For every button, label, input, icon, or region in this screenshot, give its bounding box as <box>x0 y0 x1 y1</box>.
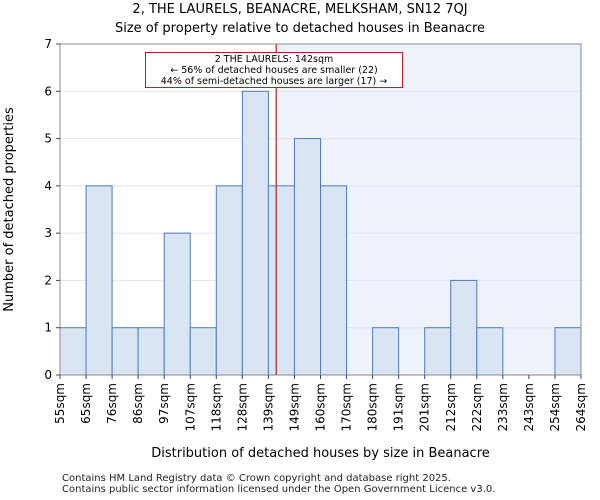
bar-139sqm <box>267 185 295 376</box>
x-tick-label: 139sqm <box>261 383 275 431</box>
y-tick-label: 3 <box>44 226 52 240</box>
y-tick-label: 0 <box>44 368 52 382</box>
x-tick-label: 170sqm <box>340 383 354 431</box>
x-tick-label: 191sqm <box>392 383 406 431</box>
x-tick-label: 212sqm <box>444 383 458 431</box>
x-tick-label: 76sqm <box>105 383 119 424</box>
y-tick-label: 6 <box>44 84 52 98</box>
footer-line-1: Contains HM Land Registry data © Crown c… <box>62 473 451 484</box>
x-tick-label: 65sqm <box>79 383 93 424</box>
footer-line-2: Contains public sector information licen… <box>62 484 496 495</box>
x-axis-label: Distribution of detached houses by size … <box>151 446 490 461</box>
x-tick-label: 201sqm <box>418 383 432 431</box>
bar-201sqm <box>424 327 452 376</box>
x-tick-label: 118sqm <box>209 383 223 431</box>
bar-222sqm <box>476 327 504 376</box>
x-tick-label: 264sqm <box>574 383 588 431</box>
x-tick-label: 243sqm <box>522 383 536 431</box>
x-tick-label: 128sqm <box>235 383 249 431</box>
bar-149sqm <box>293 138 322 376</box>
bar-55sqm <box>59 327 87 376</box>
x-tick-label: 55sqm <box>53 383 67 424</box>
annotation-line-1: 2 THE LAURELS: 142sqm <box>214 54 334 65</box>
bar-65sqm <box>85 185 113 376</box>
y-tick-label: 2 <box>44 273 52 287</box>
y-axis-label: Number of detached properties <box>2 107 17 312</box>
x-tick-label: 86sqm <box>131 383 145 424</box>
y-tick-label: 7 <box>44 37 52 51</box>
x-tick-label: 180sqm <box>366 383 380 431</box>
y-tick-label: 1 <box>44 321 52 335</box>
x-tick-label: 222sqm <box>470 383 484 431</box>
bar-254sqm <box>554 327 582 376</box>
y-tick-label: 4 <box>44 179 52 193</box>
chart-subtitle: Size of property relative to detached ho… <box>114 21 486 36</box>
x-tick-label: 149sqm <box>287 383 301 431</box>
y-axis: 0 1 2 3 4 5 6 7 <box>44 37 60 382</box>
bar-118sqm <box>215 185 243 376</box>
bar-76sqm <box>111 327 139 376</box>
chart-title: 2, THE LAURELS, BEANACRE, MELKSHAM, SN12… <box>132 2 468 17</box>
x-axis: 55sqm 65sqm 76sqm 86sqm 97sqm 107sqm 118sqm 128… <box>53 375 588 431</box>
bar-86sqm <box>137 327 165 376</box>
x-tick-label: 233sqm <box>496 383 510 431</box>
y-tick-label: 5 <box>44 132 52 146</box>
bar-97sqm <box>163 232 191 376</box>
annotation-box: 2 THE LAURELS: 142sqm ← 56% of detached … <box>145 52 403 88</box>
annotation-line-2: ← 56% of detached houses are smaller (22… <box>170 65 378 76</box>
bar-128sqm <box>241 90 269 376</box>
annotation-line-3: 44% of semi-detached houses are larger (… <box>160 76 388 87</box>
bar-107sqm <box>189 327 217 376</box>
x-tick-label: 254sqm <box>548 383 562 431</box>
bar-160sqm <box>320 185 348 376</box>
bar-212sqm <box>450 279 478 376</box>
x-tick-label: 107sqm <box>183 383 197 431</box>
bar-180sqm <box>372 327 400 376</box>
x-tick-label: 97sqm <box>157 383 171 424</box>
bars <box>59 90 582 376</box>
x-tick-label: 160sqm <box>314 383 328 431</box>
